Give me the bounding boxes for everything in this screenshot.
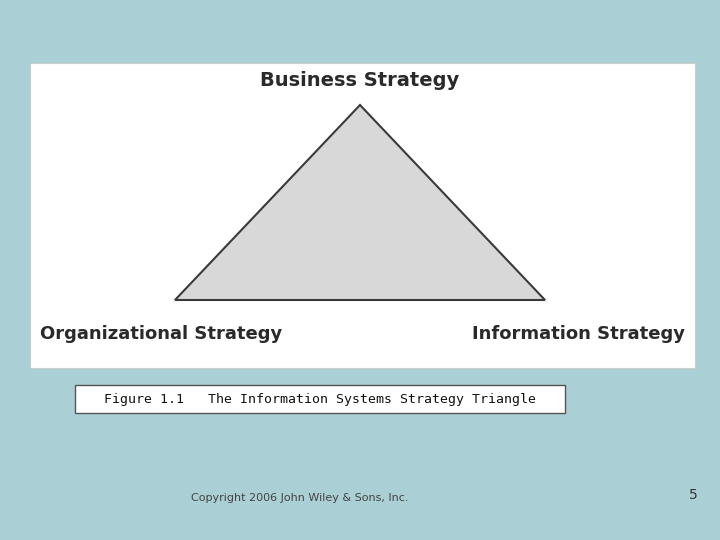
Text: 5: 5 — [688, 488, 698, 502]
Text: Organizational Strategy: Organizational Strategy — [40, 325, 282, 343]
Text: Figure 1.1   The Information Systems Strategy Triangle: Figure 1.1 The Information Systems Strat… — [104, 393, 536, 406]
Text: Information Strategy: Information Strategy — [472, 325, 685, 343]
Bar — [30, 63, 695, 368]
Polygon shape — [175, 105, 545, 300]
Text: Business Strategy: Business Strategy — [261, 71, 459, 90]
Text: Copyright 2006 John Wiley & Sons, Inc.: Copyright 2006 John Wiley & Sons, Inc. — [192, 493, 409, 503]
Bar — [75, 385, 565, 413]
